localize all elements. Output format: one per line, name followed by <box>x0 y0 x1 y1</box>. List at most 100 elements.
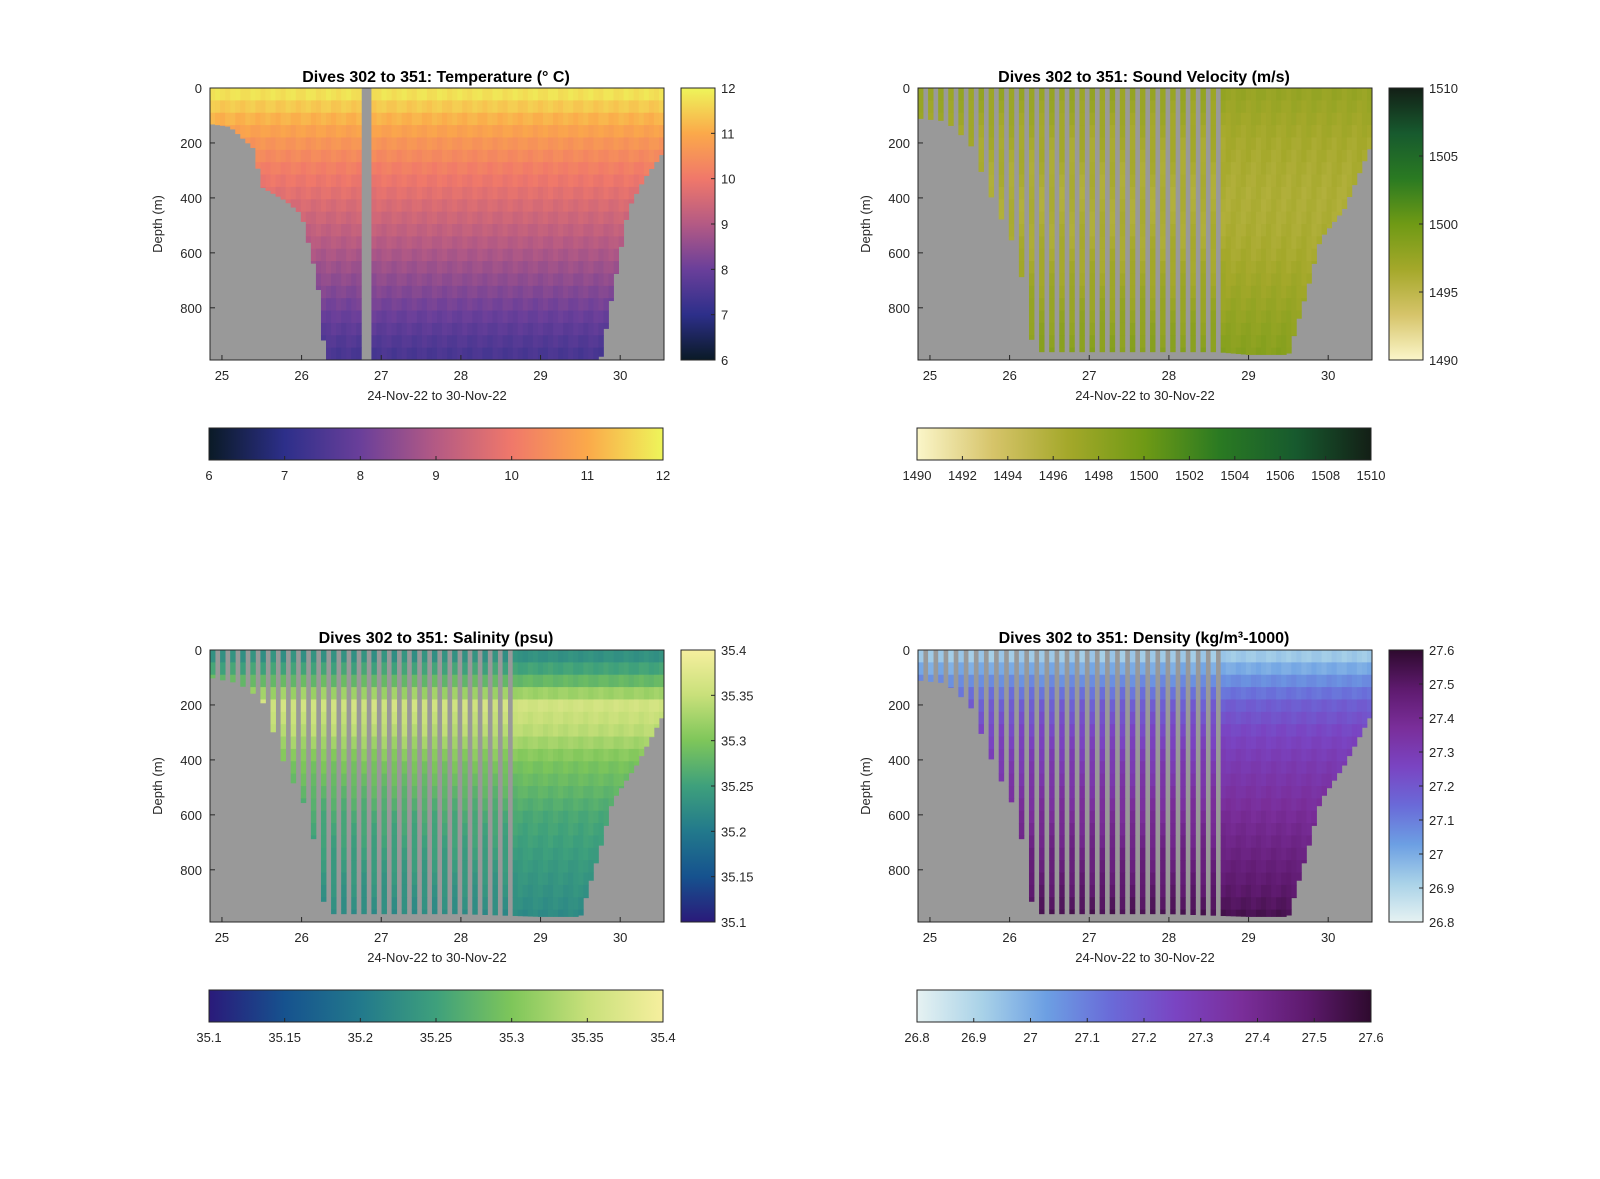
data-cell <box>482 810 488 824</box>
data-cell <box>1160 860 1166 873</box>
data-cell <box>336 310 342 324</box>
data-cell <box>1099 261 1106 274</box>
data-cell <box>608 162 614 175</box>
data-cell <box>356 298 362 311</box>
data-cell <box>1150 847 1156 861</box>
data-cell <box>1018 823 1025 836</box>
data-cell <box>1139 860 1146 873</box>
data-cell <box>1190 909 1196 915</box>
data-cell <box>1346 174 1353 188</box>
data-cell <box>1008 211 1015 225</box>
data-cell <box>442 835 448 849</box>
data-cell <box>300 662 307 676</box>
data-cell <box>331 810 337 824</box>
data-cell <box>623 199 630 213</box>
data-cell <box>1281 273 1287 287</box>
data-cell <box>1129 125 1136 138</box>
data-cell <box>467 310 473 324</box>
data-cell <box>502 298 509 311</box>
data-cell <box>537 699 544 713</box>
data-cell <box>1235 322 1242 336</box>
data-cell <box>421 884 428 898</box>
data-cell <box>1291 847 1297 861</box>
data-cell <box>1008 186 1015 200</box>
data-cell <box>512 322 519 336</box>
data-cell <box>583 162 589 175</box>
data-cell <box>558 162 564 175</box>
data-cell <box>578 261 584 274</box>
data-cell <box>588 137 594 151</box>
data-cell <box>1028 112 1035 126</box>
data-cell <box>1008 786 1015 799</box>
data-cell <box>1089 322 1095 336</box>
data-cell <box>1291 199 1297 213</box>
data-cell <box>1069 211 1075 225</box>
data-cell <box>1028 335 1035 340</box>
data-cell <box>1245 662 1252 676</box>
data-cell <box>1170 88 1176 101</box>
data-cell <box>1139 88 1146 101</box>
data-cell <box>1109 236 1116 250</box>
data-cell <box>1109 248 1116 262</box>
data-cell <box>1276 897 1282 911</box>
data-cell <box>573 285 579 299</box>
data-cell <box>1018 149 1025 163</box>
data-cell <box>1150 310 1156 324</box>
data-cell <box>1281 773 1287 787</box>
data-cell <box>593 298 599 311</box>
data-cell <box>351 137 357 151</box>
data-cell <box>598 711 604 725</box>
data-cell <box>517 847 524 861</box>
data-cell <box>1291 112 1297 126</box>
data-cell <box>527 724 534 737</box>
data-cell <box>1059 847 1065 861</box>
data-cell <box>1240 897 1247 911</box>
data-cell <box>1230 786 1237 799</box>
data-cell <box>1316 125 1322 138</box>
data-cell <box>517 897 524 911</box>
data-cell <box>573 736 579 750</box>
data-cell <box>618 687 625 700</box>
data-cell <box>326 298 332 311</box>
data-cell <box>1180 125 1186 138</box>
data-cell <box>290 687 297 700</box>
data-cell <box>1079 310 1085 324</box>
data-cell <box>341 149 347 163</box>
data-cell <box>472 736 478 750</box>
data-cell <box>391 674 398 688</box>
data-cell <box>623 674 630 688</box>
data-cell <box>502 650 509 663</box>
data-cell <box>1225 662 1232 676</box>
data-cell <box>472 786 478 799</box>
data-cell <box>1291 736 1297 750</box>
data-cell <box>558 125 564 138</box>
data-cell <box>1286 236 1292 250</box>
data-cell <box>547 149 554 163</box>
data-cell <box>1235 310 1242 324</box>
data-cell <box>1301 650 1307 663</box>
data-cell <box>1261 88 1267 101</box>
data-cell <box>988 100 995 114</box>
data-cell <box>603 162 609 175</box>
data-cell <box>356 322 362 336</box>
y-tick-label: 0 <box>195 81 202 96</box>
data-cell <box>618 199 625 213</box>
data-cell <box>527 347 534 361</box>
data-cell <box>1049 261 1055 274</box>
data-cell <box>351 662 357 676</box>
data-cell <box>1059 347 1065 353</box>
data-cell <box>517 137 524 151</box>
data-cell <box>1119 773 1126 787</box>
data-cell <box>547 310 554 324</box>
data-cell <box>542 674 549 688</box>
data-cell <box>300 112 307 126</box>
data-cell <box>1250 285 1257 299</box>
data-cell <box>300 162 307 175</box>
data-cell <box>492 335 498 349</box>
data-cell <box>315 224 322 237</box>
data-cell <box>958 650 964 663</box>
data-cell <box>998 724 1005 737</box>
data-cell <box>517 909 524 917</box>
data-cell <box>1119 162 1126 175</box>
data-cell <box>1129 248 1136 262</box>
